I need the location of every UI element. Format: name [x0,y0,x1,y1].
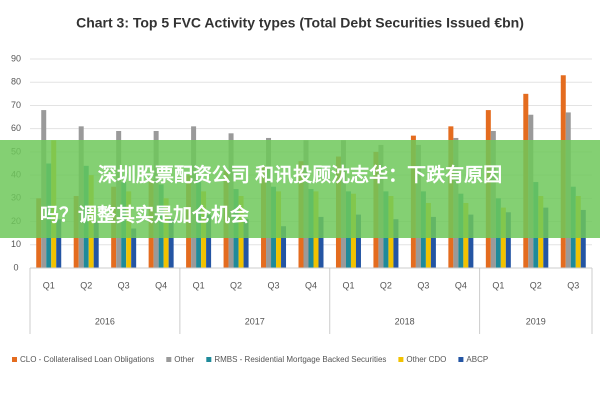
legend-label: CLO - Collateralised Loan Obligations [20,355,154,364]
bar [243,219,249,268]
x-tick-label: Q1 [342,280,354,290]
bar [281,226,287,268]
legend-swatch [166,357,172,362]
legend-swatch [398,357,404,362]
y-tick-label: 90 [11,53,21,63]
y-tick-label: 10 [11,239,21,249]
bar [318,216,324,268]
group-label: 2017 [245,316,265,326]
group-label: 2016 [95,316,115,326]
x-tick-label: Q3 [118,280,130,290]
overlay-banner [0,140,600,238]
bar [93,221,99,268]
x-tick-label: Q2 [380,280,392,290]
bar [393,219,399,268]
bar [131,228,137,268]
overlay-text: 深圳股票配资公司 和讯投顾沈志华：下跌有原因 [98,163,502,186]
bar [56,219,62,268]
x-tick-label: Q2 [230,280,242,290]
x-tick-label: Q4 [455,280,467,290]
bar [468,214,474,268]
legend-swatch [206,357,212,362]
x-tick-label: Q3 [567,280,579,290]
x-tick-label: Q3 [417,280,429,290]
legend-swatch [12,357,17,362]
overlay-text: 吗？调整其实是加仓机会 [40,203,249,226]
legend-label: Other CDO [406,355,446,364]
legend-label: RMBS - Residential Mortgage Backed Secur… [214,355,386,364]
bar [206,214,212,268]
y-tick-label: 60 [11,123,21,133]
x-tick-label: Q2 [80,280,92,290]
y-tick-label: 0 [13,262,18,272]
bar [355,214,361,268]
x-tick-label: Q4 [305,280,317,290]
x-tick-label: Q3 [268,280,280,290]
legend-swatch [458,357,464,362]
bar [580,209,586,268]
chart-title: Chart 3: Top 5 FVC Activity types (Total… [76,15,524,31]
x-tick-label: Q1 [193,280,205,290]
bar [168,219,174,268]
x-tick-label: Q2 [530,280,542,290]
y-tick-label: 70 [11,100,21,110]
group-label: 2019 [526,316,546,326]
y-tick-label: 80 [11,77,21,87]
bar [505,212,511,268]
legend-label: ABCP [466,355,488,364]
x-tick-label: Q1 [492,280,504,290]
bar [430,216,436,268]
legend-label: Other [174,355,194,364]
x-tick-label: Q4 [155,280,167,290]
x-tick-label: Q1 [43,280,55,290]
group-label: 2018 [395,316,415,326]
